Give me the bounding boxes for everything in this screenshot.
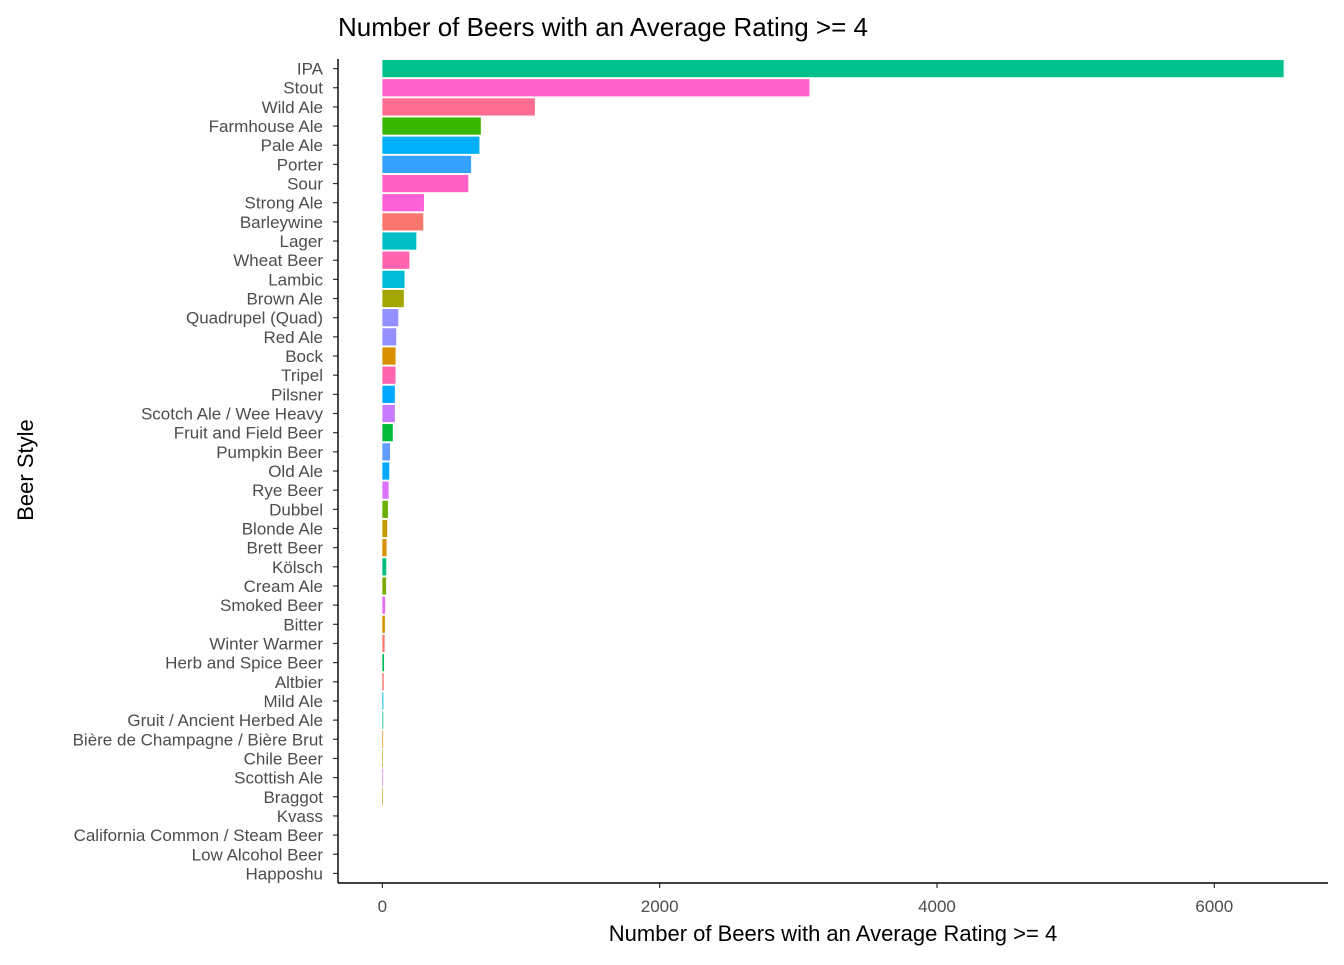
bar (382, 749, 383, 768)
bar (382, 539, 387, 557)
y-tick-label: Scottish Ale (234, 769, 323, 788)
y-tick-label: Brett Beer (246, 539, 323, 558)
x-tick-label: 0 (378, 897, 387, 916)
y-tick-label: Fruit and Field Beer (174, 424, 324, 443)
bar (382, 117, 481, 135)
bar (382, 577, 387, 595)
x-tick-label: 2000 (641, 897, 679, 916)
chart-title: Number of Beers with an Average Rating >… (338, 12, 868, 42)
y-tick-label: Herb and Spice Beer (165, 654, 323, 673)
y-tick-label: Pumpkin Beer (216, 443, 323, 462)
bar (382, 155, 472, 174)
bar (382, 213, 424, 231)
y-tick-label: Pilsner (271, 385, 323, 404)
x-tick-label: 6000 (1195, 897, 1233, 916)
x-axis-title: Number of Beers with an Average Rating >… (609, 921, 1057, 946)
bar (382, 788, 383, 806)
bar (382, 174, 469, 193)
y-tick-label: Porter (277, 155, 324, 174)
bar (382, 634, 385, 653)
y-tick-label: Low Alcohol Beer (192, 845, 324, 864)
y-tick-label: Rye Beer (252, 481, 323, 500)
bar (382, 347, 396, 365)
y-tick-label: Happoshu (245, 864, 323, 883)
y-tick-label: Lager (280, 232, 324, 251)
y-tick-label: Smoked Beer (220, 596, 323, 615)
bar (382, 59, 1284, 78)
y-tick-label: Bière de Champagne / Bière Brut (73, 730, 324, 749)
bar (382, 79, 810, 97)
bar (382, 558, 387, 576)
bars (382, 59, 1284, 806)
y-tick-label: Stout (283, 79, 323, 98)
bar (382, 98, 535, 116)
y-tick-label: Wheat Beer (233, 251, 323, 270)
y-tick-label: Old Ale (268, 462, 323, 481)
x-tick-label: 4000 (918, 897, 956, 916)
y-tick-label: Mild Ale (263, 692, 323, 711)
bar (382, 270, 405, 288)
bar (382, 424, 393, 442)
y-tick-label: Wild Ale (262, 98, 323, 117)
bar (382, 519, 388, 538)
bar (382, 328, 397, 346)
y-tick-label: Bock (285, 347, 323, 366)
y-tick-label: Kölsch (272, 558, 323, 577)
bar (382, 251, 410, 269)
bar (382, 481, 389, 499)
y-tick-label: Braggot (263, 788, 323, 807)
bar (382, 654, 385, 672)
bar (382, 194, 424, 212)
y-tick-label: Pale Ale (261, 136, 323, 155)
bar (382, 385, 395, 403)
y-tick-label: Lambic (268, 270, 323, 289)
bar (382, 462, 390, 480)
bar (382, 136, 480, 154)
x-axis-ticks: 0 2000 4000 6000 (378, 883, 1233, 916)
y-tick-label: Chile Beer (244, 749, 324, 768)
y-tick-label: Blonde Ale (242, 519, 323, 538)
bar (382, 692, 384, 710)
y-tick-label: Altbier (275, 673, 324, 692)
bar (382, 768, 383, 787)
y-tick-label: Kvass (277, 807, 323, 826)
y-tick-label: California Common / Steam Beer (74, 826, 324, 845)
y-tick-label: Tripel (281, 366, 323, 385)
y-axis-title: Beer Style (13, 419, 38, 521)
y-tick-label: Scotch Ale / Wee Heavy (141, 405, 324, 424)
y-tick-label: Quadrupel (Quad) (186, 309, 323, 328)
bar (382, 711, 384, 729)
y-tick-label: Sour (287, 175, 323, 194)
y-tick-label: Strong Ale (245, 194, 323, 213)
y-tick-label: Dubbel (269, 500, 323, 519)
bar (382, 615, 385, 633)
bar (382, 289, 404, 308)
bar (382, 232, 417, 250)
y-tick-label: Bitter (283, 615, 323, 634)
bar (382, 366, 396, 384)
y-tick-label: Cream Ale (244, 577, 323, 596)
bar (382, 596, 386, 614)
bar (382, 730, 384, 748)
y-tick-label: Brown Ale (246, 290, 323, 309)
y-tick-label: Gruit / Ancient Herbed Ale (127, 711, 323, 730)
y-tick-label: Farmhouse Ale (209, 117, 323, 136)
bar (382, 500, 388, 518)
y-tick-label: Winter Warmer (209, 634, 323, 653)
y-tick-label: Barleywine (240, 213, 323, 232)
y-tick-label: Red Ale (263, 328, 323, 347)
bar (382, 443, 390, 461)
bar (382, 673, 384, 691)
bar (382, 404, 395, 423)
bar (382, 309, 399, 327)
y-tick-label: IPA (297, 60, 324, 79)
